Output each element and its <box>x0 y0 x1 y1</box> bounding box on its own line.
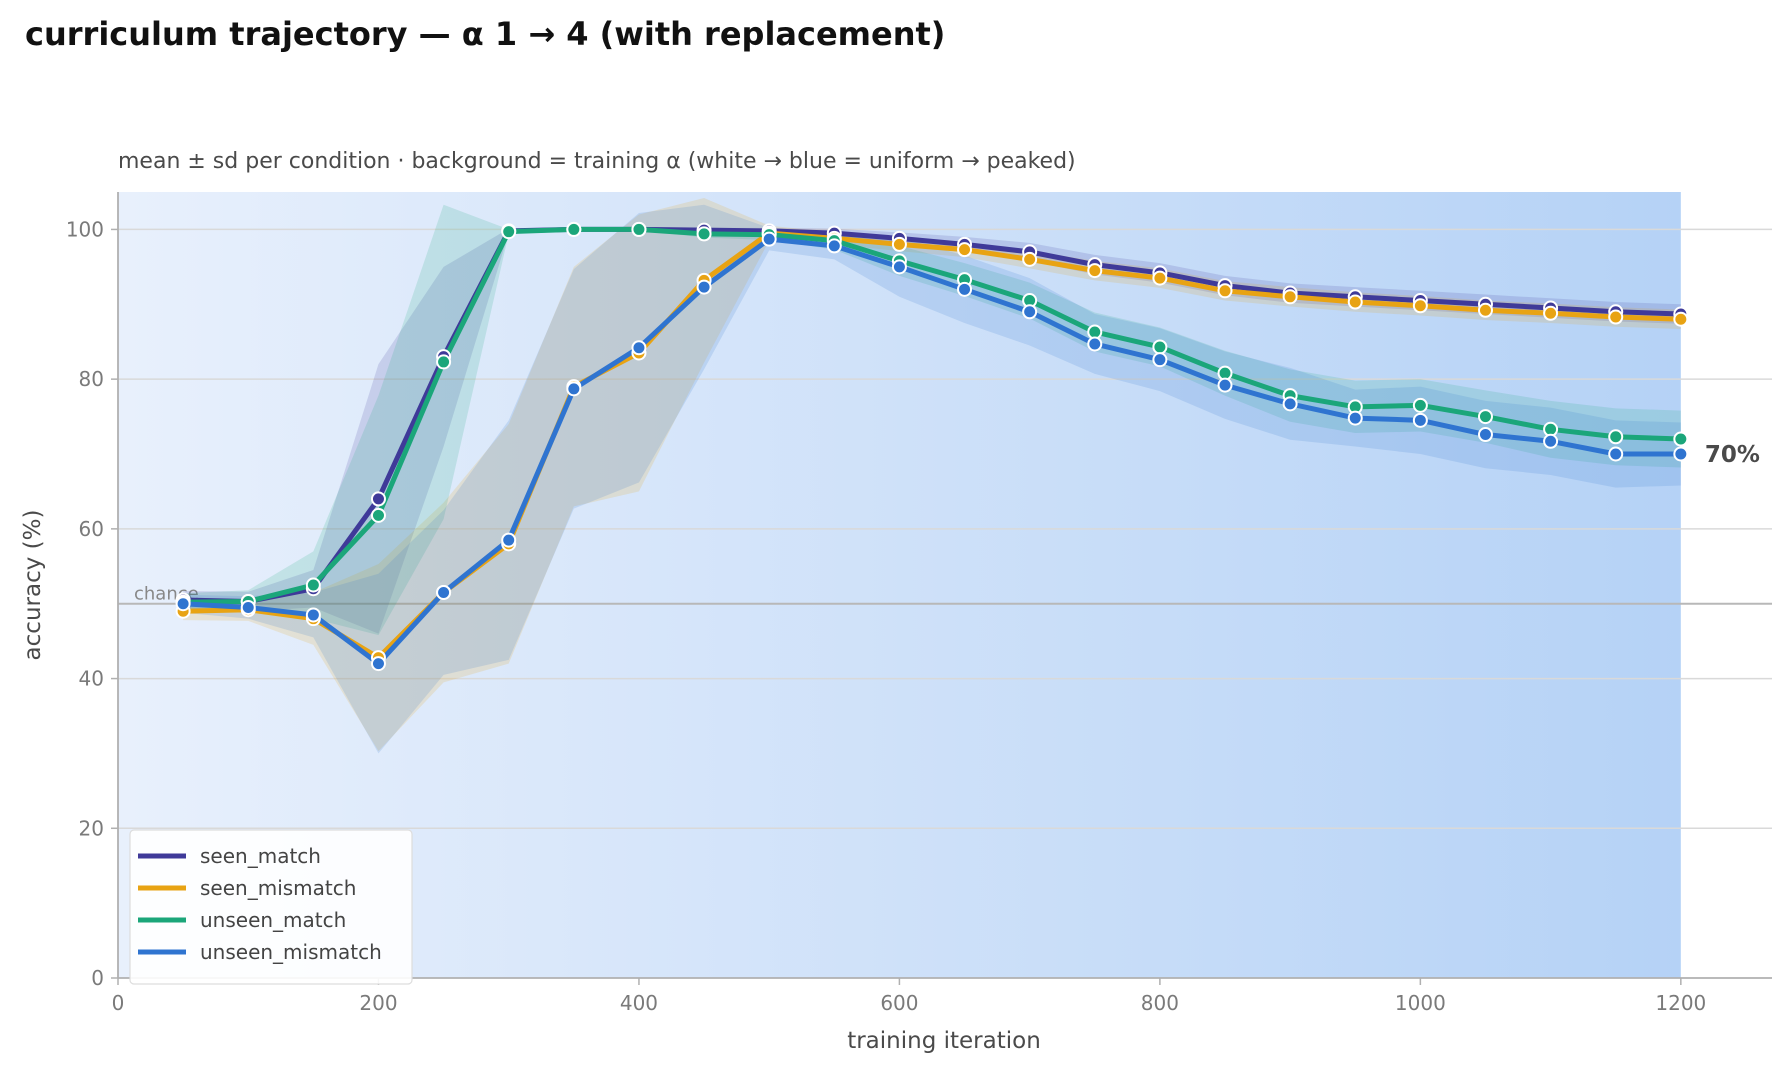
series-line-seen_match <box>180 226 1684 604</box>
data-point-unseen_match <box>631 221 647 237</box>
y-tick-label: 40 <box>79 667 104 691</box>
end-value-label: 70% <box>1705 442 1760 468</box>
data-point-unseen_mismatch <box>370 656 386 672</box>
data-point-unseen_match <box>436 354 452 370</box>
data-point-unseen_mismatch <box>1282 396 1298 412</box>
series-points <box>175 221 1689 672</box>
data-point-seen_mismatch <box>1282 289 1298 305</box>
x-tick-label: 1000 <box>1395 991 1446 1015</box>
sd-band-unseen_mismatch <box>183 204 1681 754</box>
chart-subtitle: mean ± sd per condition · background = t… <box>118 149 1076 174</box>
data-point-unseen_mismatch <box>566 381 582 397</box>
x-tick-label: 800 <box>1141 991 1179 1015</box>
data-point-unseen_mismatch <box>305 607 321 623</box>
x-tick-label: 0 <box>112 991 125 1015</box>
legend-label-seen_match: seen_match <box>200 844 321 868</box>
data-point-seen_match <box>370 491 386 507</box>
data-point-unseen_mismatch <box>891 259 907 275</box>
data-point-unseen_mismatch <box>1087 336 1103 352</box>
data-point-unseen_mismatch <box>1412 412 1428 428</box>
data-point-unseen_mismatch <box>1152 352 1168 368</box>
data-point-seen_mismatch <box>1087 263 1103 279</box>
series-line-unseen_mismatch <box>180 236 1684 667</box>
data-point-unseen_mismatch <box>436 584 452 600</box>
grid-lines <box>118 228 1772 830</box>
data-point-unseen_mismatch <box>696 279 712 295</box>
data-point-unseen_mismatch <box>1673 446 1689 462</box>
data-point-seen_mismatch <box>957 242 973 258</box>
data-point-unseen_match <box>370 507 386 523</box>
y-tick-label: 0 <box>91 966 104 990</box>
data-point-unseen_match <box>1477 409 1493 425</box>
series-lines <box>180 226 1684 667</box>
data-point-unseen_match <box>1412 397 1428 413</box>
data-point-unseen_mismatch <box>1022 304 1038 320</box>
data-point-unseen_mismatch <box>175 596 191 612</box>
x-tick-label: 600 <box>880 991 918 1015</box>
x-tick-label: 1200 <box>1655 991 1706 1015</box>
sd-band-seen_match <box>183 227 1681 634</box>
data-point-seen_mismatch <box>1152 270 1168 286</box>
chart-title: curriculum trajectory — α 1 → 4 (with re… <box>25 15 945 53</box>
data-point-seen_mismatch <box>1022 251 1038 267</box>
y-tick-label: 60 <box>79 517 104 541</box>
legend-box <box>129 829 413 985</box>
data-point-seen_mismatch <box>1673 311 1689 327</box>
legend-label-unseen_match: unseen_match <box>200 908 346 932</box>
data-point-unseen_match <box>1608 429 1624 445</box>
y-tick-label: 100 <box>66 217 104 241</box>
y-ticks: 0 20 40 60 80 100 <box>66 217 118 990</box>
legend: seen_match seen_mismatch unseen_matchunsee… <box>129 829 413 985</box>
data-point-seen_mismatch <box>891 236 907 252</box>
data-point-unseen_mismatch <box>1347 410 1363 426</box>
y-axis-label: accuracy (%) <box>20 510 46 661</box>
data-point-seen_mismatch <box>1217 283 1233 299</box>
data-point-unseen_mismatch <box>957 281 973 297</box>
x-ticks: 0 200 400 600 800 1000 1200 <box>112 978 1706 1015</box>
data-point-seen_mismatch <box>1412 298 1428 314</box>
data-point-unseen_match <box>1673 431 1689 447</box>
data-point-unseen_mismatch <box>1217 377 1233 393</box>
y-tick-label: 20 <box>79 816 104 840</box>
data-point-unseen_match <box>501 224 517 240</box>
x-tick-label: 400 <box>620 991 658 1015</box>
data-point-unseen_mismatch <box>501 532 517 548</box>
data-point-seen_mismatch <box>1608 309 1624 325</box>
data-point-seen_mismatch <box>1477 302 1493 318</box>
data-point-unseen_mismatch <box>1608 446 1624 462</box>
data-point-seen_mismatch <box>1543 305 1559 321</box>
sd-band-seen_mismatch <box>183 197 1681 752</box>
data-point-unseen_mismatch <box>826 238 842 254</box>
data-point-unseen_match <box>566 221 582 237</box>
data-point-unseen_match <box>696 226 712 242</box>
data-point-unseen_mismatch <box>1477 427 1493 443</box>
data-point-unseen_mismatch <box>761 231 777 247</box>
data-point-unseen_mismatch <box>1543 433 1559 449</box>
data-point-unseen_mismatch <box>240 599 256 615</box>
x-tick-label: 200 <box>359 991 397 1015</box>
x-axis-label: training iteration <box>847 1028 1041 1054</box>
data-point-unseen_match <box>1152 339 1168 355</box>
data-point-unseen_match <box>305 577 321 593</box>
y-tick-label: 80 <box>79 367 104 391</box>
data-point-unseen_mismatch <box>631 340 647 356</box>
series-line-unseen_match <box>180 226 1684 605</box>
data-point-seen_mismatch <box>1347 294 1363 310</box>
legend-label-unseen_mismatch: unseen_mismatch <box>200 940 382 964</box>
legend-label-seen_mismatch: seen_mismatch <box>200 876 356 900</box>
